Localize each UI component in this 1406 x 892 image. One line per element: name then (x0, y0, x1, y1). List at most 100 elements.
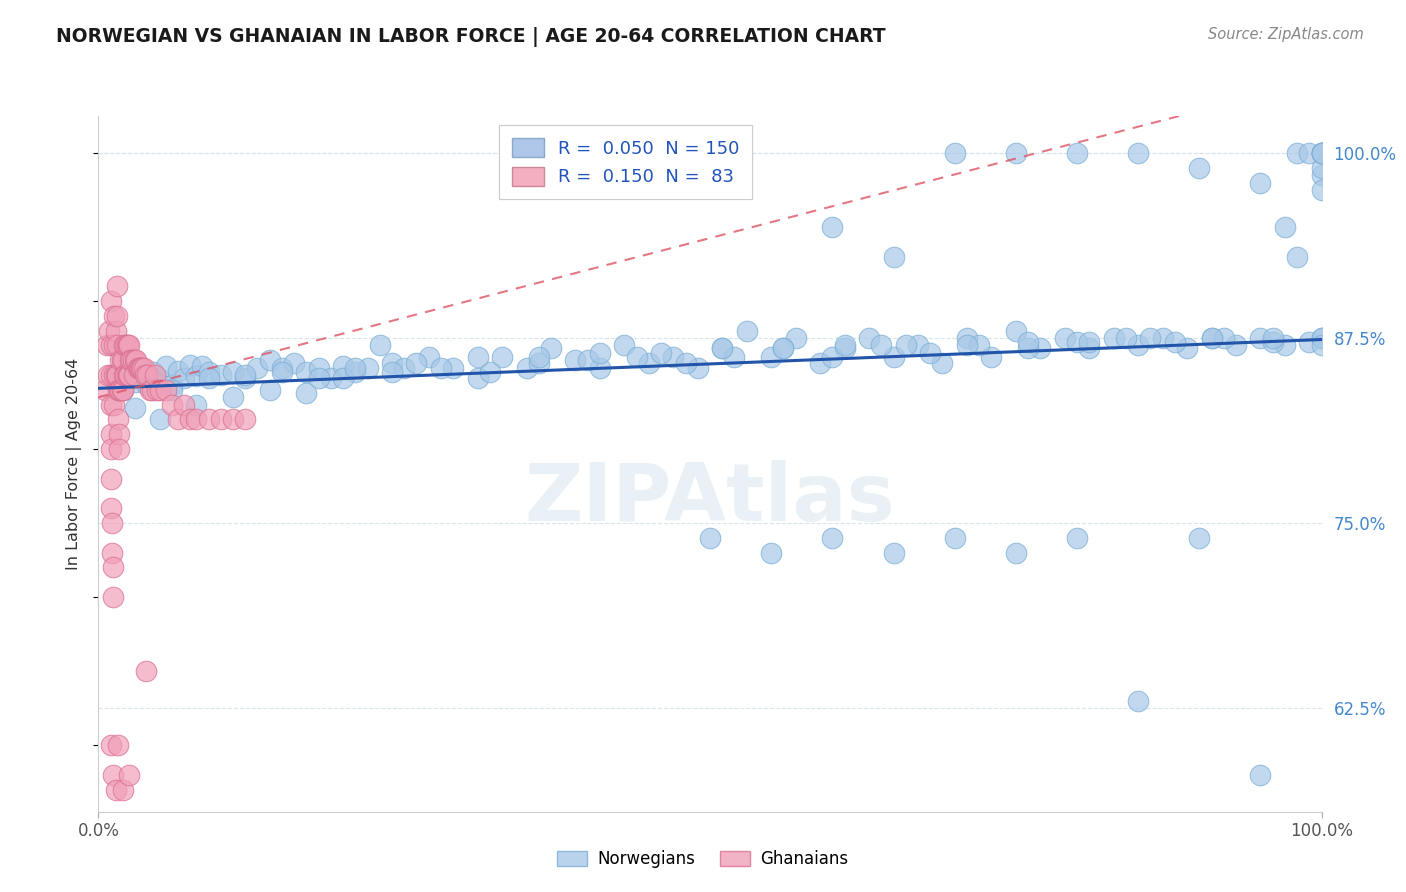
Point (344, 365, 367, 379)
Point (197, 412, 219, 426)
Point (883, 351, 905, 365)
Point (103, 368, 125, 382)
Point (209, 368, 232, 382)
Point (283, 356, 305, 370)
Point (1017, 342, 1039, 356)
Point (613, 338, 636, 352)
Point (821, 219, 844, 234)
Point (127, 360, 149, 375)
Point (222, 365, 245, 379)
Point (100, 738, 122, 752)
Point (699, 531, 721, 545)
Point (711, 342, 734, 356)
Text: ZIPAtlas: ZIPAtlas (524, 459, 896, 538)
Point (381, 365, 404, 379)
Point (967, 338, 990, 352)
Point (233, 371, 256, 385)
Point (104, 368, 127, 382)
Point (1017, 335, 1039, 350)
Text: NORWEGIAN VS GHANAIAN IN LABOR FORCE | AGE 20-64 CORRELATION CHART: NORWEGIAN VS GHANAIAN IN LABOR FORCE | A… (56, 27, 886, 46)
Point (1188, 531, 1211, 545)
Point (104, 782, 127, 797)
Point (167, 412, 190, 426)
Point (136, 368, 159, 382)
Point (105, 279, 128, 293)
Point (149, 383, 172, 397)
Point (233, 368, 256, 382)
Point (1066, 335, 1088, 350)
Point (589, 346, 612, 360)
Point (980, 351, 1002, 365)
Point (118, 368, 141, 382)
Point (122, 368, 145, 382)
Point (142, 365, 165, 379)
Point (761, 351, 783, 365)
Point (1128, 338, 1150, 352)
Point (1066, 145, 1088, 160)
Point (112, 338, 135, 352)
Point (894, 338, 917, 352)
Point (125, 353, 148, 368)
Point (155, 383, 177, 397)
Point (120, 353, 142, 368)
Point (105, 309, 128, 323)
Point (222, 412, 245, 426)
Point (1261, 331, 1284, 345)
Point (858, 331, 880, 345)
Point (160, 378, 183, 392)
Point (107, 412, 129, 426)
Point (115, 338, 138, 352)
Point (101, 516, 124, 530)
Point (1286, 145, 1309, 160)
Point (1298, 145, 1320, 160)
Point (93, 383, 115, 397)
Point (1310, 168, 1333, 182)
Point (108, 442, 131, 456)
Point (491, 351, 513, 365)
Point (920, 346, 942, 360)
Point (515, 360, 537, 375)
Point (735, 324, 758, 338)
Point (1078, 335, 1101, 350)
Point (1310, 161, 1333, 175)
Point (111, 353, 134, 368)
Point (1310, 145, 1333, 160)
Point (139, 383, 162, 397)
Point (146, 383, 169, 397)
Point (883, 250, 905, 264)
Point (246, 360, 269, 375)
Point (662, 351, 685, 365)
Point (132, 360, 155, 375)
Point (120, 353, 142, 368)
Point (1115, 331, 1137, 345)
Point (108, 383, 131, 397)
Point (308, 371, 330, 385)
Point (1310, 183, 1333, 197)
Point (259, 383, 281, 397)
Point (834, 342, 856, 356)
Point (103, 309, 125, 323)
Point (233, 412, 256, 426)
Point (101, 768, 124, 782)
Point (197, 365, 219, 379)
Point (149, 372, 172, 386)
Point (101, 590, 124, 604)
Point (675, 356, 697, 370)
Point (344, 360, 367, 375)
Point (129, 360, 152, 375)
Point (723, 351, 745, 365)
Point (141, 383, 163, 397)
Point (160, 398, 183, 412)
Point (111, 383, 134, 397)
Point (118, 338, 141, 352)
Legend: Norwegians, Ghanaians: Norwegians, Ghanaians (551, 844, 855, 875)
Point (821, 351, 844, 365)
Point (1188, 161, 1211, 175)
Point (111, 383, 134, 397)
Point (785, 331, 807, 345)
Point (110, 383, 132, 397)
Point (110, 353, 132, 368)
Point (179, 358, 201, 372)
Point (111, 782, 134, 797)
Point (1310, 145, 1333, 160)
